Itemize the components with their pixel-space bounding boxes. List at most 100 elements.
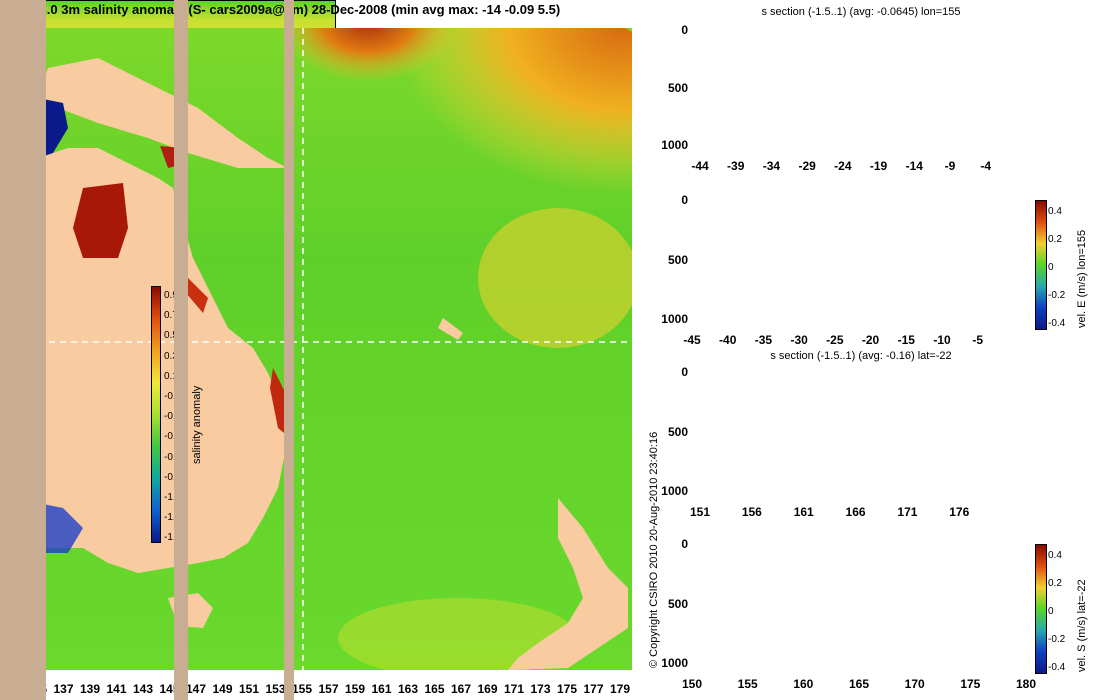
velocity-colorbar (1035, 544, 1047, 674)
depth-tick-label: 0 (681, 537, 688, 551)
velocity-colorbar-tick: -0.2 (1048, 634, 1066, 645)
depth-tick-label: 0 (681, 193, 688, 207)
velocity-colorbar-tick: 0.2 (1048, 234, 1062, 245)
coastal-red-anomaly-north (186, 278, 208, 313)
new-zealand-land (508, 498, 628, 670)
section-land-mask (286, 0, 294, 700)
colorbar-tick-label: 0.5 (164, 330, 178, 342)
lon-tick-label: 169 (477, 682, 498, 696)
section-x-tick-label: -15 (897, 333, 915, 347)
colorbar-tick-label: -1.1 (164, 492, 182, 503)
section-x-tick-label: 176 (949, 505, 970, 519)
section-x-tick-label: 155 (737, 677, 758, 691)
velocity-colorbar-tick: 0.4 (1048, 206, 1062, 217)
section-x-tick-label: 180 (1015, 677, 1037, 691)
lon-tick-label: 175 (556, 682, 578, 696)
velocity-colorbar-tick: -0.4 (1048, 662, 1066, 673)
depth-tick-label: 500 (667, 596, 688, 611)
colorbar-tick-label: 0.9 (164, 290, 178, 301)
section-x-tick-label: 156 (741, 505, 762, 519)
depth-tick-label: 500 (667, 80, 688, 95)
map-colorbar (151, 286, 161, 543)
warm-anomaly-north (278, 28, 458, 118)
section-x-tick-label: -24 (834, 159, 852, 173)
map-colorbar-label: salinity anomaly (191, 385, 203, 464)
section-x-tick-label: -35 (754, 333, 773, 347)
section-x-tick-label: -20 (861, 333, 880, 347)
colorbar-tick-label: 0.1 (164, 370, 178, 382)
section-land-mask (0, 0, 46, 700)
lon-tick-label: 147 (185, 682, 207, 696)
section-x-tick-label: -4 (980, 159, 992, 173)
section-x-tick-label: -19 (869, 159, 888, 173)
lon-tick-label: 167 (450, 682, 472, 696)
velocity-colorbar-label: vel. S (m/s) lat=-22 (1076, 579, 1088, 672)
depth-tick-label: 500 (667, 424, 688, 439)
section-x-tick-label: 161 (793, 505, 814, 519)
lon-tick-label: 149 (212, 682, 233, 696)
lon-tick-label: 155 (291, 682, 313, 696)
panel-title: s section (-1.5..1) (avg: -0.0645) lon=1… (761, 6, 961, 18)
velocity-colorbar (1035, 200, 1047, 330)
section-x-tick-label: -30 (790, 333, 808, 347)
lon-tick-label: 159 (344, 682, 366, 696)
colorbar-tick-label: -0.9 (164, 471, 182, 483)
lon-tick-label: 173 (530, 682, 551, 696)
colorbar-tick-label: -1.3 (164, 512, 182, 524)
section-x-tick-label: 160 (793, 677, 814, 691)
section-x-tick-label: 166 (845, 505, 866, 519)
section-x-tick-label: -29 (798, 159, 816, 173)
colorbar-tick-label: -0.5 (164, 431, 182, 443)
section-x-tick-label: 170 (904, 677, 925, 691)
yellow-anomaly-east (478, 208, 632, 348)
lon-tick-label: 139 (79, 682, 101, 696)
section-x-tick-label: -5 (972, 333, 984, 347)
section-x-tick-label: -14 (905, 159, 923, 173)
lon-tick-label: 157 (318, 682, 339, 696)
lon-tick-label: 165 (424, 682, 445, 696)
lon-tick-label: 137 (53, 682, 74, 696)
section-x-tick-label: 151 (689, 505, 711, 519)
section-land-mask (174, 0, 186, 700)
colorbar-tick-label: -0.7 (164, 451, 182, 463)
section-x-tick-label: 165 (848, 677, 870, 691)
velocity-colorbar-tick: 0 (1048, 606, 1054, 617)
depth-tick-label: 500 (667, 252, 688, 267)
depth-tick-label: 1000 (661, 656, 688, 671)
colorbar-tick-label: -0.3 (164, 411, 182, 423)
section-x-tick-label: -40 (719, 333, 737, 347)
new-caledonia-land (438, 318, 463, 340)
section-x-tick-label: -39 (727, 159, 745, 173)
lon-tick-label: 143 (132, 682, 154, 696)
velocity-colorbar-tick: 0.4 (1048, 550, 1062, 561)
depth-tick-label: 0 (681, 365, 688, 379)
lon-tick-label: 151 (238, 682, 260, 696)
velocity-colorbar-tick: -0.4 (1048, 318, 1066, 329)
section-x-tick-label: 150 (681, 677, 703, 691)
velocity-colorbar-label: vel. E (m/s) lon=155 (1076, 229, 1088, 328)
velocity-colorbar-tick: 0 (1048, 262, 1054, 273)
lon-tick-label: 163 (397, 682, 419, 696)
cold-anomaly-bass (38, 503, 83, 553)
colorbar-tick-label: -1.5 (164, 532, 182, 544)
panel-title: s section (-1.5..1) (avg: -0.16) lat=-22 (770, 350, 952, 362)
depth-tick-label: 1000 (661, 138, 688, 153)
section-x-tick-label: -25 (826, 333, 844, 347)
lon-tick-label: 153 (265, 682, 286, 696)
section-x-tick-label: -44 (691, 159, 709, 173)
lon-tick-label: 141 (106, 682, 127, 696)
salinity-map (38, 28, 632, 670)
map-title: BRAN3.0 3m salinity anomaly (S- cars2009… (2, 2, 561, 17)
velocity-colorbar-tick: -0.2 (1048, 290, 1066, 301)
colorbar-tick-label: 0.3 (164, 350, 178, 362)
yellow-anomaly-south (338, 598, 578, 670)
colorbar-tick-label: 0.7 (164, 310, 178, 322)
section-x-tick-label: -10 (933, 333, 951, 347)
new-guinea-land (38, 58, 288, 168)
depth-tick-label: 0 (681, 23, 688, 37)
section-x-tick-label: -45 (683, 333, 701, 347)
section-x-tick-label: -34 (762, 159, 781, 173)
lon-tick-label: 171 (503, 682, 525, 696)
section-x-tick-label: 175 (960, 677, 981, 691)
depth-tick-label: 1000 (661, 484, 688, 499)
